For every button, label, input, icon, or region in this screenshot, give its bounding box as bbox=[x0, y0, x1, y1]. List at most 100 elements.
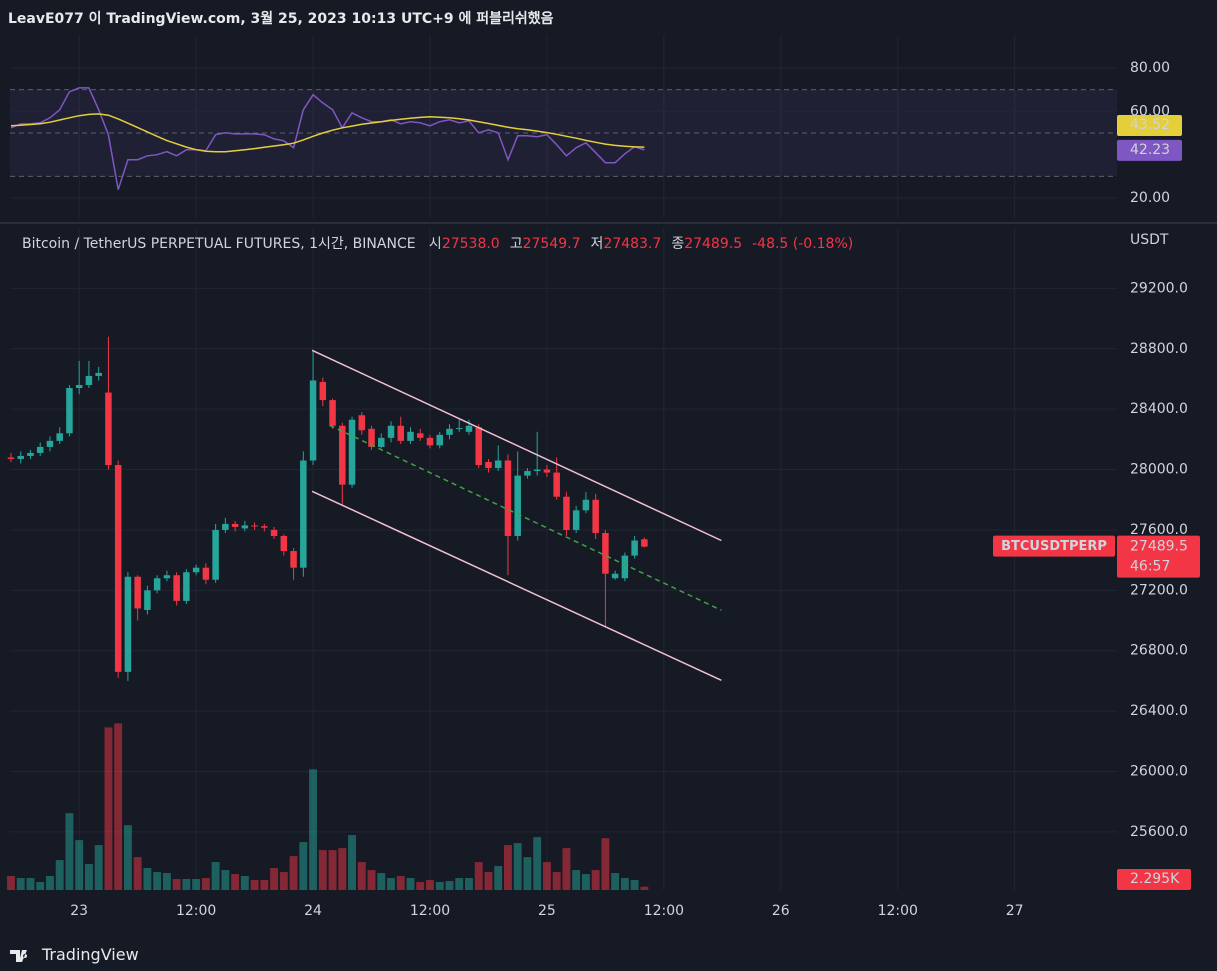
volume-bar bbox=[84, 864, 93, 890]
volume-bar bbox=[377, 873, 386, 890]
candle-body bbox=[641, 539, 648, 547]
volume-bar bbox=[192, 879, 201, 890]
ohlc-value: 27538.0 bbox=[441, 236, 500, 252]
volume-bar bbox=[309, 769, 318, 890]
rsi-ma-label-box bbox=[1117, 115, 1182, 137]
candle-body bbox=[563, 496, 570, 530]
y-tick-label: 26400.0 bbox=[1130, 703, 1188, 719]
x-tick-label: 25 bbox=[538, 903, 556, 919]
volume-bar bbox=[513, 843, 522, 890]
candle-body bbox=[85, 375, 93, 386]
candle-body bbox=[124, 576, 132, 672]
y-tick-label: 27600.0 bbox=[1130, 522, 1188, 538]
x-tick-label: 23 bbox=[70, 903, 88, 919]
candle-body bbox=[514, 475, 521, 536]
volume-bar bbox=[630, 880, 639, 890]
y-tick-label: 28800.0 bbox=[1130, 341, 1188, 357]
volume-bar bbox=[26, 878, 35, 890]
candle-body bbox=[504, 460, 512, 536]
rsi-label-box bbox=[1117, 139, 1182, 161]
candle-body bbox=[524, 471, 531, 476]
x-tick-label: 24 bbox=[304, 903, 322, 919]
ohlc-key: 종 bbox=[671, 236, 685, 252]
candle-body bbox=[222, 523, 229, 530]
volume-bar bbox=[591, 870, 600, 890]
candle-body bbox=[280, 535, 288, 552]
candle-body bbox=[592, 499, 599, 533]
candle-body bbox=[368, 428, 375, 447]
x-tick-label: 26 bbox=[772, 903, 790, 919]
volume-bar bbox=[367, 870, 376, 890]
candle-body bbox=[300, 460, 307, 568]
x-tick-label: 27 bbox=[1006, 903, 1024, 919]
volume-bar bbox=[46, 876, 54, 890]
volume-bar bbox=[620, 878, 629, 890]
volume-bar bbox=[221, 870, 230, 890]
ohlc-key: 시 bbox=[428, 236, 442, 252]
volume-bar bbox=[123, 825, 132, 890]
volume-bar bbox=[465, 878, 473, 890]
candle-body bbox=[631, 540, 638, 556]
symbol-label-box bbox=[993, 535, 1115, 557]
channel-line bbox=[311, 490, 722, 681]
volume-bar bbox=[552, 872, 561, 890]
candle-body bbox=[329, 400, 336, 426]
candle-body bbox=[543, 469, 551, 473]
currency-label: USDT bbox=[1130, 232, 1169, 248]
x-tick-label: 12:00 bbox=[176, 903, 216, 919]
candle-body bbox=[163, 575, 171, 579]
volume-bar bbox=[299, 842, 308, 890]
volume-bar bbox=[114, 723, 123, 890]
volume-bar bbox=[523, 857, 532, 890]
volume-bar bbox=[133, 857, 142, 890]
candle-body bbox=[485, 462, 492, 469]
ohlc-key: 고 bbox=[509, 236, 523, 252]
candle-body bbox=[465, 425, 473, 432]
legend: Bitcoin / TetherUS PERPETUAL FUTURES, 1시… bbox=[22, 233, 863, 253]
candle-body bbox=[46, 440, 54, 447]
candle-body bbox=[455, 428, 463, 430]
volume-bar bbox=[435, 882, 444, 890]
logo bbox=[10, 950, 28, 962]
candle-body bbox=[397, 425, 405, 441]
candle-body bbox=[387, 425, 395, 438]
candle-body bbox=[602, 532, 609, 574]
candle-body bbox=[251, 525, 258, 527]
y-tick-label: 26800.0 bbox=[1130, 643, 1188, 659]
candle-body bbox=[270, 529, 278, 536]
volume-bar bbox=[484, 872, 493, 890]
x-tick-label: 12:00 bbox=[644, 903, 684, 919]
candle-body bbox=[36, 446, 44, 453]
candle-body bbox=[436, 434, 443, 446]
volume-bar bbox=[289, 856, 298, 890]
symbol-label: BTCUSDTPERP bbox=[1001, 539, 1107, 554]
volume-bar bbox=[396, 876, 405, 890]
candle-body bbox=[7, 457, 15, 459]
volume-bar bbox=[279, 872, 288, 890]
ohlc-legend: 시27538.0 고27549.7 저27483.7 종27489.5 bbox=[429, 236, 752, 252]
candle-body bbox=[553, 472, 560, 497]
candle-body bbox=[358, 415, 366, 431]
volume-bar bbox=[104, 727, 113, 890]
volume-bar bbox=[494, 866, 503, 890]
volume-bar bbox=[318, 850, 327, 890]
candle-body bbox=[134, 576, 141, 609]
rsi-tick-label: 20.00 bbox=[1130, 190, 1170, 206]
candle-body bbox=[417, 433, 424, 438]
candle-body bbox=[426, 437, 434, 446]
candle-body bbox=[173, 575, 180, 601]
volume-bar bbox=[260, 880, 269, 890]
candle-body bbox=[621, 555, 629, 579]
volume-bar bbox=[416, 882, 425, 890]
x-tick-label: 12:00 bbox=[878, 903, 918, 919]
candle-body bbox=[183, 572, 190, 601]
volume-bar bbox=[640, 886, 649, 890]
ohlc-key: 저 bbox=[590, 236, 604, 252]
volume-bar bbox=[348, 835, 356, 890]
channel-line bbox=[329, 424, 722, 611]
volume-bar bbox=[455, 878, 464, 890]
x-tick-label: 12:00 bbox=[410, 903, 450, 919]
candle-body bbox=[290, 551, 297, 568]
volume-bar bbox=[16, 878, 25, 890]
